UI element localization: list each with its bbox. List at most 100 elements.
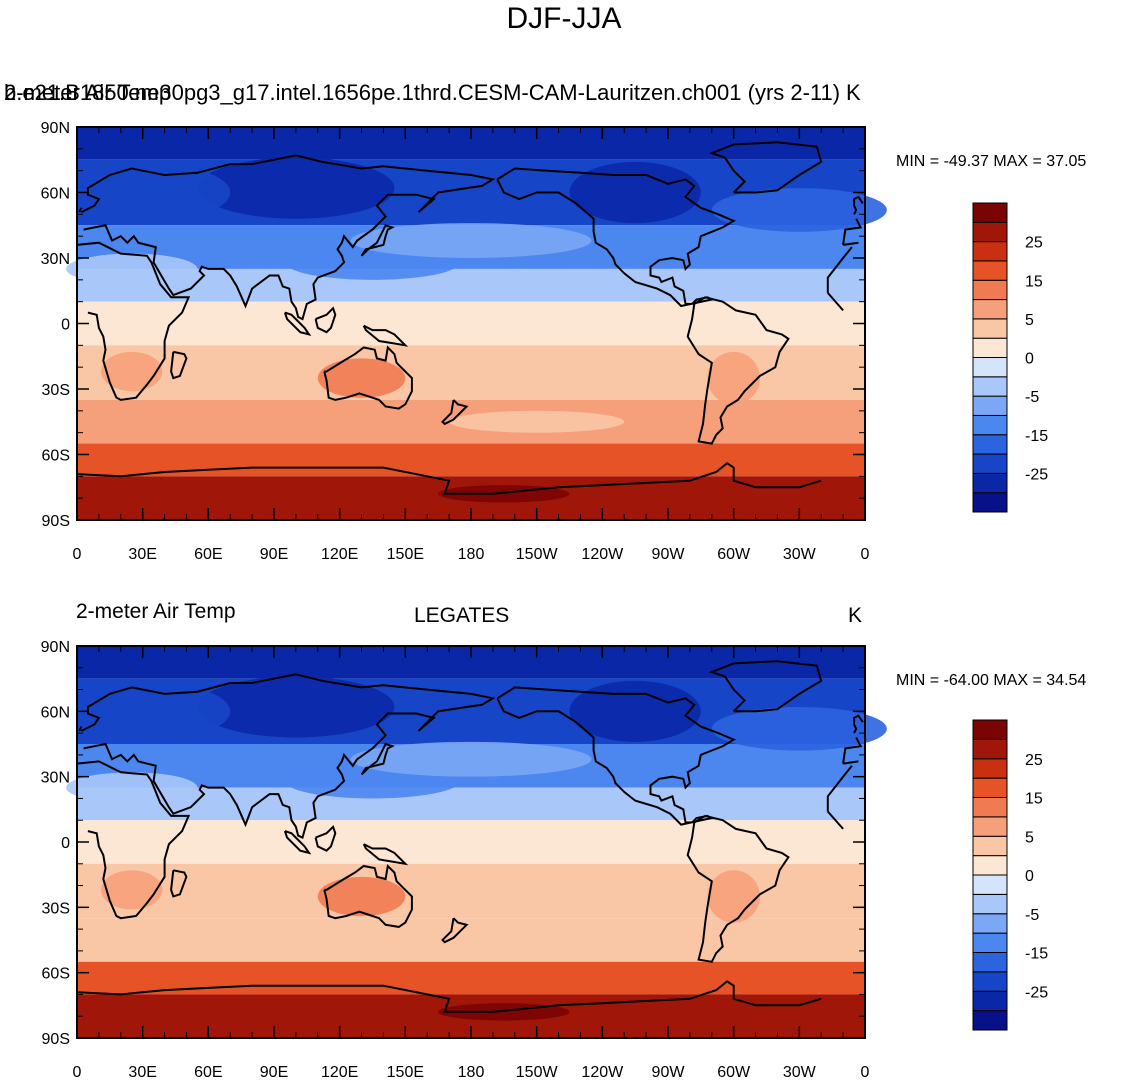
lat-label: 60S (42, 448, 70, 465)
lon-label: 30E (128, 1064, 156, 1081)
coastline (314, 306, 337, 334)
coastline (842, 241, 859, 246)
colorbar-bin (972, 990, 1008, 1012)
lat-label: 30S (42, 900, 70, 917)
lon-label: 60E (194, 1064, 222, 1081)
colorbar-bin (972, 932, 1008, 953)
coastline (842, 218, 863, 246)
temperature-anomaly-region (707, 351, 760, 405)
colorbar-bin (972, 202, 1008, 223)
temperature-anomaly-region (317, 358, 406, 398)
temperature-anomaly-region (197, 157, 395, 219)
coastline (170, 350, 188, 380)
temperature-anomaly-region (66, 253, 198, 285)
temperature-anomaly-region (449, 410, 625, 433)
temperature-anomaly-region (449, 929, 625, 951)
colorbar-tick-label: 5 (1025, 829, 1034, 846)
bottom-panel-minmax: MIN = -64.00 MAX = 34.54 (896, 672, 1087, 689)
colorbar-bin (972, 777, 1008, 798)
top-panel-center-string: b.e21.B1850.ne30pg3_g17.intel.1656pe.1th… (4, 80, 841, 105)
lon-label: 180 (458, 1064, 485, 1081)
colorbar-bin (972, 874, 1008, 895)
lon-label: 90E (260, 546, 288, 563)
colorbar-bin (972, 913, 1008, 934)
colorbar-bin (972, 318, 1008, 339)
lat-label: 30S (42, 382, 70, 399)
lon-label: 60W (717, 546, 751, 563)
lon-label: 180 (458, 546, 485, 563)
bottom-panel-center-string: LEGATES (414, 604, 510, 627)
coastline (853, 195, 864, 215)
lon-label: 0 (861, 1064, 870, 1081)
colorbar-tick-label: -5 (1025, 907, 1039, 924)
coastline (826, 246, 853, 293)
temperature-anomaly-region (350, 223, 592, 258)
lat-label: 90S (42, 1031, 70, 1048)
lon-label: 90E (260, 1064, 288, 1081)
coastline (496, 686, 736, 826)
coastline (76, 241, 191, 401)
coastline (686, 296, 790, 445)
colorbar-bin (972, 434, 1008, 455)
lon-label: 0 (73, 546, 82, 563)
coastline (323, 863, 413, 928)
colorbar-bin (972, 816, 1008, 837)
colorbar-tick-label: 0 (1025, 868, 1034, 885)
colorbar-bin (972, 453, 1008, 474)
temperature-anomaly-region (101, 351, 163, 392)
figure-title: DJF-JJA (506, 2, 622, 35)
temperature-anomaly-region (101, 870, 163, 910)
coastline (283, 311, 312, 337)
coastline (827, 810, 844, 830)
bottom-panel-left-string: 2-meter Air Temp (76, 600, 236, 623)
coastline (853, 714, 864, 734)
lon-label: 90W (652, 546, 686, 563)
colorbar-bin (972, 971, 1008, 992)
lon-label: 120E (321, 1064, 358, 1081)
coastline (826, 765, 853, 812)
coastline (360, 742, 395, 776)
bottom-panel-right-string: K (848, 604, 863, 627)
lat-label: 60N (41, 186, 70, 203)
colorbar-bin (972, 719, 1008, 740)
temperature-anomaly-region (98, 685, 231, 738)
colorbar-bin (972, 492, 1008, 513)
coastline (314, 824, 337, 852)
coastline (76, 980, 822, 1013)
colorbar-bin (972, 221, 1008, 243)
coastline (360, 224, 395, 257)
top-panel-left-string: 2-meter Air Temp (4, 80, 172, 105)
top-panel-minmax: MIN = -49.37 MAX = 37.05 (896, 153, 1087, 170)
temperature-anomaly-region (350, 741, 592, 777)
colorbar-bin (972, 952, 1008, 973)
temperature-band (77, 301, 865, 346)
colorbar-bottom: 25 15 5 0 -5 -15 -25 (972, 719, 1048, 1031)
lon-label: 90W (652, 1064, 686, 1081)
colorbar-bin (972, 376, 1008, 397)
colorbar-bin (972, 472, 1008, 494)
coastline (76, 461, 822, 495)
coastline (496, 167, 736, 308)
colorbar-tick-label: -5 (1025, 389, 1039, 406)
colorbar-bin (972, 337, 1008, 358)
colorbar-bin (972, 414, 1008, 436)
coastline (283, 830, 312, 855)
coastline (441, 399, 469, 426)
lon-label: 0 (73, 1064, 82, 1081)
lon-label: 30W (783, 1064, 817, 1081)
colorbar-bin (972, 758, 1008, 779)
lon-label: 30E (128, 546, 156, 563)
temperature-anomaly-region (711, 706, 887, 751)
temperature-anomaly-region (197, 676, 395, 738)
temperature-anomaly-region (66, 772, 198, 803)
coastline (323, 345, 413, 410)
lat-label: 90N (41, 639, 70, 656)
temperature-anomaly-region (317, 876, 406, 917)
coastline (827, 292, 844, 312)
lon-label: 60W (717, 1064, 751, 1081)
coastline (78, 726, 83, 732)
colorbar-bin (972, 1010, 1008, 1031)
lon-label: 150E (387, 1064, 424, 1081)
